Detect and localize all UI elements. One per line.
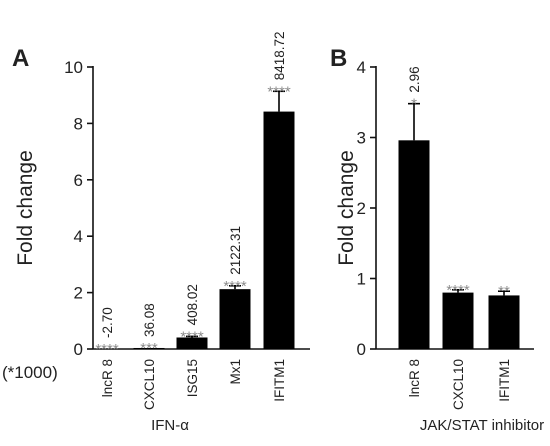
panel-a-bar-3: [176, 337, 208, 349]
panel-b-significance-1: *: [411, 96, 417, 113]
panel-a-y-tick-label: 4: [74, 227, 83, 246]
panel-a-bar-5: [263, 111, 295, 349]
panel-a-x-axis-title: IFN-α: [151, 417, 189, 434]
panel-a-value-label-2: 36.08: [142, 303, 157, 337]
panel-a-y-tick-label: 6: [74, 171, 83, 190]
panel-a-y-tick-label: 2: [74, 284, 83, 303]
panel-b-y-tick-label: 4: [357, 58, 366, 77]
panel-b-category-label-3: IFITM1: [497, 359, 512, 402]
panel-b-bar-2: [442, 292, 474, 349]
panel-b-y-tick-label: 2: [357, 199, 366, 218]
panel-a-category-label-5: IFITM1: [272, 359, 287, 402]
panel-b-bar-1: [398, 140, 430, 349]
panel-a-bar-4: [219, 289, 251, 349]
panel-a-y-axis-title: Fold change: [14, 150, 37, 266]
panel-b-letter: B: [330, 45, 347, 72]
panel-b-y-tick-label: 1: [357, 270, 366, 289]
panel-b-chart: B Fold change JAK/STAT inhibitor 0 1 2 3 4 * 2…: [330, 45, 544, 434]
panel-a-category-label-4: Mx1: [228, 359, 243, 385]
panel-a-chart: A Fold change (*1000) IFN-α 0 2 4 6 8 10 **** -…: [2, 31, 310, 434]
panel-b-significance-3: **: [498, 283, 510, 300]
panel-a-significance-5: ****: [267, 83, 291, 100]
panel-a-value-label-1: -2.70: [100, 307, 115, 338]
panel-a-y-tick-label: 10: [64, 58, 83, 77]
panel-b-value-label-1: 2.96: [407, 66, 422, 92]
panel-a-significance-1: ****: [95, 341, 119, 358]
panel-a-category-label-2: CXCL10: [142, 359, 157, 410]
panel-b-y-tick-label: 0: [357, 340, 366, 359]
panel-a-significance-4: ****: [223, 278, 247, 295]
panel-b-significance-2: ****: [446, 282, 470, 299]
panel-b-category-label-2: CXCL10: [451, 359, 466, 410]
panel-a-significance-3: ****: [180, 328, 204, 345]
panel-a-value-label-5: 8418.72: [272, 31, 287, 80]
panel-b-x-axis-title: JAK/STAT inhibitor: [420, 417, 544, 434]
panel-a-value-label-3: 408.02: [185, 284, 200, 325]
panel-a-category-label-1: lncR 8: [100, 359, 115, 397]
panel-a-scale-note: (*1000): [2, 363, 58, 382]
panel-a-y-tick-label: 8: [74, 114, 83, 133]
panel-a-letter: A: [12, 45, 29, 72]
panel-a-significance-2: ***: [140, 340, 158, 357]
panel-b-y-axis-title: Fold change: [335, 150, 358, 266]
panel-a-y-tick-label: 0: [74, 340, 83, 359]
panel-b-bar-3: [488, 295, 520, 349]
panel-b-category-label-1: lncR 8: [407, 359, 422, 397]
panel-a-category-label-3: ISG15: [185, 359, 200, 397]
panel-b-y-tick-label: 3: [357, 129, 366, 148]
panel-a-bar-2: [133, 347, 165, 349]
panel-a-value-label-4: 2122.31: [228, 226, 243, 275]
